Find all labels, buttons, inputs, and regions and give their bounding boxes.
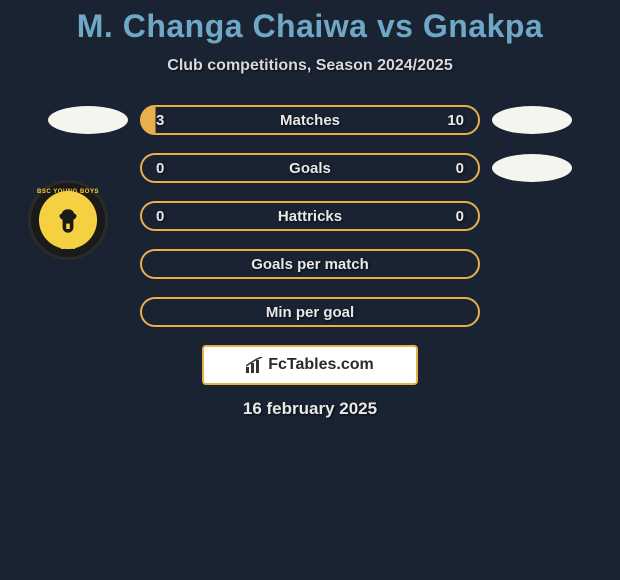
stat-bar: Goals per match xyxy=(140,249,480,279)
stat-bar: 3 Matches 10 xyxy=(140,105,480,135)
stat-label: Goals per match xyxy=(251,256,369,273)
stat-row: Min per goal xyxy=(0,297,620,327)
stat-label: Hattricks xyxy=(278,208,342,225)
chart-icon xyxy=(246,357,264,373)
stat-row: 0 Goals 0 xyxy=(0,153,620,183)
stat-row: 3 Matches 10 xyxy=(0,105,620,135)
player-indicator-right xyxy=(492,154,572,182)
stat-value-right: 10 xyxy=(447,112,464,129)
page-title: M. Changa Chaiwa vs Gnakpa xyxy=(0,8,620,45)
player-indicator-left xyxy=(48,106,128,134)
stat-label: Min per goal xyxy=(266,304,354,321)
brand-text: FcTables.com xyxy=(268,356,374,374)
club-badge: BSC YOUNG BOYS 1898 xyxy=(28,180,108,260)
date-text: 16 february 2025 xyxy=(0,399,620,419)
stat-label: Goals xyxy=(289,160,331,177)
player-indicator-right xyxy=(492,106,572,134)
badge-year: 1898 xyxy=(60,244,76,251)
badge-top-text: BSC YOUNG BOYS xyxy=(37,189,99,195)
stat-label: Matches xyxy=(280,112,340,129)
stat-value-left: 0 xyxy=(156,160,164,177)
stat-bar: 0 Goals 0 xyxy=(140,153,480,183)
badge-circle: BSC YOUNG BOYS 1898 xyxy=(28,180,108,260)
bear-icon xyxy=(50,202,86,238)
subtitle: Club competitions, Season 2024/2025 xyxy=(0,57,620,75)
stat-value-right: 0 xyxy=(456,208,464,225)
stat-bar: 0 Hattricks 0 xyxy=(140,201,480,231)
stat-bar: Min per goal xyxy=(140,297,480,327)
comparison-card: M. Changa Chaiwa vs Gnakpa Club competit… xyxy=(0,0,620,419)
stat-value-left: 3 xyxy=(156,112,164,129)
brand-badge[interactable]: FcTables.com xyxy=(202,345,418,385)
stat-value-left: 0 xyxy=(156,208,164,225)
stat-value-right: 0 xyxy=(456,160,464,177)
